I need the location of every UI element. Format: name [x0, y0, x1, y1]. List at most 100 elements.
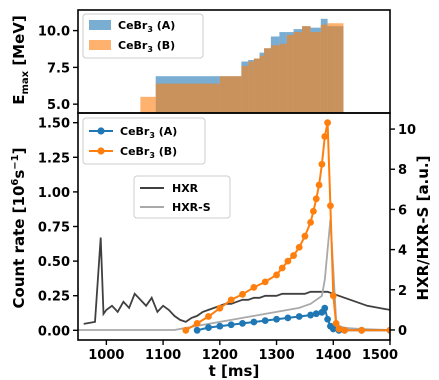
series-point-cebr3-b-7	[261, 278, 269, 286]
ylabel-left-main: Count rate [10	[10, 186, 28, 309]
legend-label-a: CeBr3 (A)	[120, 125, 177, 140]
legend-marker-b	[97, 147, 105, 155]
xtick-label-1: 1100	[145, 348, 181, 363]
series-line-cebr3-b	[185, 122, 390, 332]
ylabel-left-sup: 6	[10, 179, 21, 186]
series-point-cebr3-b-9	[278, 264, 286, 272]
bottom-legend-hxr: HXR HXR-S	[133, 175, 231, 219]
legend-label-b-main: CeBr	[120, 145, 150, 158]
top-panel: 5.07.510.0 Emax [MeV] CeBr3 (A) CeBr3 (B…	[10, 9, 391, 114]
legend-label-b: CeBr3 (B)	[120, 145, 177, 160]
top-bars	[140, 18, 344, 114]
series-point-cebr3-b-11	[290, 252, 297, 259]
series-point-cebr3-b-5	[239, 290, 246, 298]
top-bar-b-9	[279, 43, 287, 113]
legend-label-hxr: HXR	[172, 182, 199, 195]
series-point-cebr3-b-1	[193, 319, 201, 327]
bottom-panel: 0.00 0.25 0.50 0.75 1.00 1.25 1.50 0 2 4 6 8 10 100…	[10, 112, 432, 380]
series-point-cebr3-b-2	[205, 313, 212, 320]
top-legend-label-a-main: CeBr	[118, 19, 148, 32]
bottom-xticks: 1000 1100 1200 1300 1400 1500	[88, 340, 398, 363]
series-point-cebr3-a-3	[227, 321, 235, 329]
top-bar-b-15	[327, 23, 335, 113]
top-bar-b-14	[320, 24, 328, 113]
series-line-hxr-s	[78, 219, 390, 331]
top-bar-b-7	[264, 48, 271, 113]
left-ytick-label-0: 0.00	[38, 324, 70, 339]
series-point-cebr3-b-10	[284, 257, 292, 265]
series-point-cebr3-b-22	[329, 292, 337, 300]
series-point-cebr3-b-23	[332, 319, 340, 327]
series-point-cebr3-b-14	[307, 218, 314, 226]
bottom-xlabel: t [ms]	[209, 362, 260, 380]
bottom-yticks-right: 0 2 4 6 8 10	[390, 123, 416, 339]
bottom-legend-counts-box	[82, 117, 206, 165]
top-legend-label-b-rest: (B)	[153, 39, 175, 52]
series-point-cebr3-a-16	[329, 325, 337, 333]
top-bar-b-13	[310, 32, 321, 114]
top-bar-b-1	[155, 83, 220, 113]
series-point-cebr3-a-5	[250, 318, 258, 326]
bottom-lines	[78, 119, 390, 334]
right-ytick-label-2: 4	[398, 244, 407, 259]
series-point-cebr3-b-16	[312, 195, 320, 203]
legend-label-hxr-s: HXR-S	[172, 201, 211, 214]
right-ytick-label-3: 6	[398, 203, 407, 218]
top-bar-b-10	[286, 35, 294, 114]
bottom-yticks-left: 0.00 0.25 0.50 0.75 1.00 1.25 1.50	[38, 117, 78, 339]
series-point-cebr3-a-10	[307, 311, 314, 319]
bottom-legend-counts: CeBr3 (A) CeBr3 (B)	[82, 117, 206, 165]
bottom-ylabel-left: Count rate [106s−1]	[10, 148, 28, 309]
legend-label-a-rest: (A)	[155, 125, 177, 138]
left-ytick-label-1: 0.25	[38, 290, 70, 305]
top-yticks: 5.0 7.5 10.0	[38, 25, 78, 113]
series-point-cebr3-b-26	[358, 326, 366, 334]
top-bar-b-5	[253, 58, 260, 113]
series-point-cebr3-b-12	[295, 243, 303, 251]
xtick-label-3: 1300	[258, 348, 294, 363]
series-point-cebr3-a-6	[261, 317, 269, 325]
top-legend-label-a: CeBr3 (A)	[118, 19, 175, 34]
right-ytick-label-1: 2	[398, 284, 407, 299]
top-ytick-label-1: 7.5	[47, 61, 70, 76]
top-legend-label-b-sub: 3	[147, 45, 153, 54]
series-point-cebr3-b-6	[250, 284, 258, 291]
xtick-label-5: 1500	[362, 348, 398, 363]
legend-label-b-sub: 3	[149, 151, 155, 160]
series-point-cebr3-a-14	[324, 315, 331, 323]
series-line-hxr	[83, 237, 390, 325]
legend-label-b-rest: (B)	[155, 145, 177, 158]
right-ytick-label-0: 0	[398, 324, 407, 339]
top-legend-swatch-a	[89, 20, 111, 30]
left-ytick-label-3: 0.75	[38, 221, 70, 236]
top-bar-b-6	[259, 55, 265, 113]
series-point-cebr3-a-2	[216, 322, 224, 330]
right-ytick-label-5: 10	[398, 123, 416, 138]
series-point-cebr3-b-25	[341, 326, 349, 334]
top-legend-label-b-main: CeBr	[118, 39, 148, 52]
legend-label-a-main: CeBr	[120, 125, 150, 138]
left-ytick-label-4: 1.00	[38, 186, 70, 201]
top-bar-b-11	[293, 32, 303, 114]
left-ytick-label-2: 0.50	[38, 255, 70, 270]
top-bar-b-0	[140, 96, 156, 113]
series-point-cebr3-a-8	[284, 314, 292, 322]
series-point-cebr3-b-0	[182, 326, 190, 334]
bottom-ylabel-right: HXR/HXR-S [a.u.]	[414, 156, 432, 301]
top-bar-b-8	[270, 45, 280, 113]
right-ytick-label-4: 8	[398, 163, 407, 178]
top-legend-swatch-b	[89, 40, 111, 50]
top-bar-b-3	[241, 65, 249, 113]
series-point-cebr3-a-11	[312, 310, 320, 318]
top-bar-b-16	[334, 23, 344, 113]
series-point-cebr3-a-1	[205, 324, 212, 331]
series-point-cebr3-a-0	[193, 326, 201, 334]
xtick-label-2: 1200	[202, 348, 238, 363]
ylabel-left-sup2: −1	[10, 154, 21, 169]
top-ytick-label-2: 10.0	[38, 25, 70, 40]
left-ytick-label-6: 1.50	[38, 117, 70, 132]
top-bar-b-4	[248, 61, 254, 113]
top-ytick-label-0: 5.0	[47, 98, 70, 113]
top-bar-b-2	[219, 76, 242, 113]
series-point-cebr3-a-7	[273, 315, 280, 323]
